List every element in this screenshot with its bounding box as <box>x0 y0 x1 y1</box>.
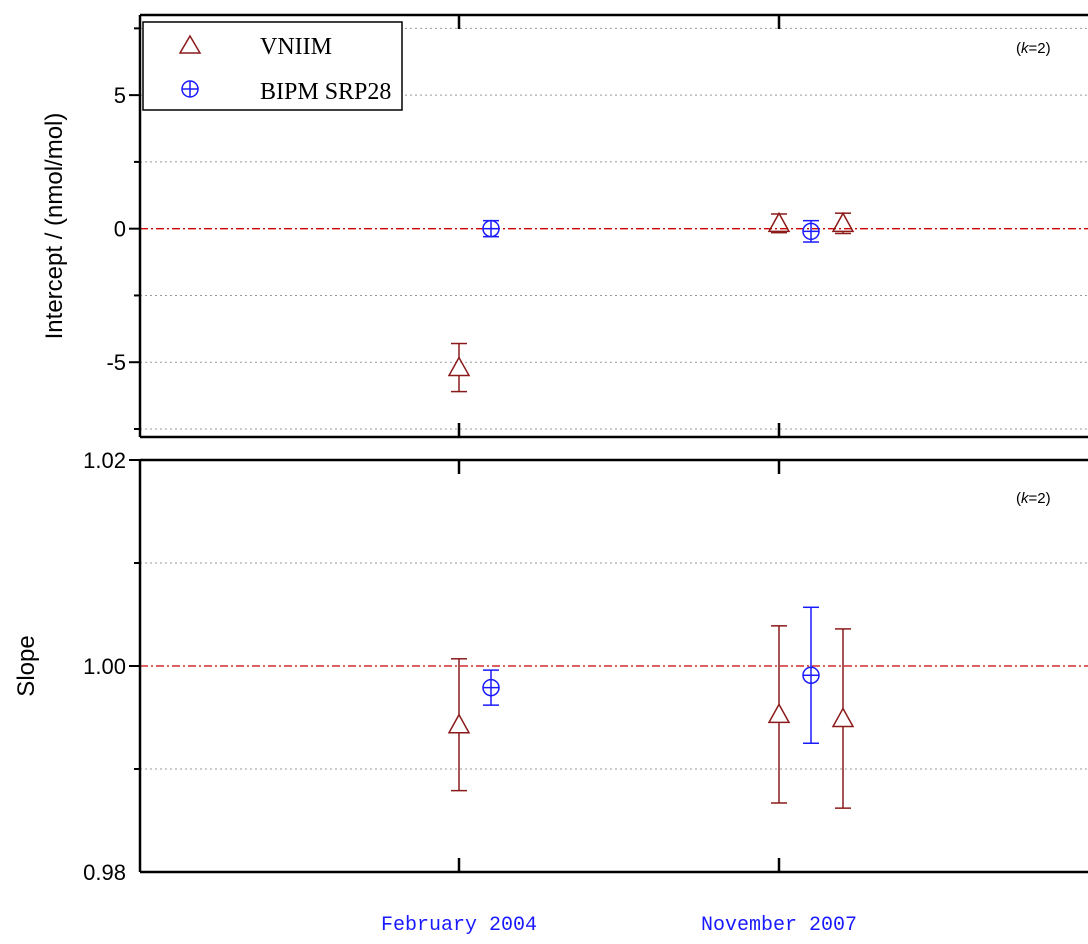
data-point <box>482 219 500 238</box>
data-point <box>767 211 791 234</box>
intercept-panel: -5 0 5 Intercept / (nmol/mol) (k=2) VNIIM … <box>41 13 1088 439</box>
markers <box>447 606 855 809</box>
y-axis-title: Slope <box>13 635 40 696</box>
y-tick-label: 1.00 <box>83 654 126 679</box>
triangle-marker <box>831 211 855 233</box>
y-axis-title: Intercept / (nmol/mol) <box>41 113 68 340</box>
y-tick-label: -5 <box>106 350 126 375</box>
data-point <box>447 342 471 393</box>
legend-item-vniim: VNIIM <box>178 34 332 60</box>
legend-label: VNIIM <box>260 34 332 60</box>
triangle-marker <box>767 211 791 233</box>
slope-panel: 0.98 1.00 1.02 Slope (k=2) <box>13 448 1088 885</box>
plot-frame <box>138 13 1088 439</box>
legend-label: BIPM SRP28 <box>260 79 391 105</box>
y-tick-label: 1.02 <box>83 448 126 473</box>
k-annotation: (k=2) <box>1016 40 1051 57</box>
ticks: -5 0 5 <box>106 15 781 437</box>
y-tick-label: 0 <box>114 217 126 242</box>
x-category-label: February 2004 <box>381 914 537 937</box>
data-point <box>831 628 855 809</box>
data-point <box>802 606 820 744</box>
legend: VNIIM BIPM SRP28 <box>142 21 403 111</box>
grid-lines <box>140 27 1088 430</box>
triangle-marker <box>831 706 855 728</box>
data-point <box>767 625 791 804</box>
y-tick-label: 0.98 <box>83 860 126 885</box>
data-point <box>831 211 855 235</box>
data-point <box>802 219 820 243</box>
y-tick-label: 5 <box>114 83 126 108</box>
data-point <box>447 658 471 792</box>
triangle-marker <box>447 713 471 734</box>
triangle-marker <box>447 356 471 377</box>
x-category-label: November 2007 <box>701 914 857 937</box>
grid-lines <box>140 562 1088 770</box>
k-annotation: (k=2) <box>1016 490 1051 507</box>
triangle-marker <box>767 702 791 724</box>
triangle-icon <box>178 34 202 54</box>
legend-item-bipm: BIPM SRP28 <box>181 79 391 105</box>
markers <box>447 211 855 393</box>
ticks: 0.98 1.00 1.02 <box>83 448 781 885</box>
data-point <box>482 669 500 706</box>
